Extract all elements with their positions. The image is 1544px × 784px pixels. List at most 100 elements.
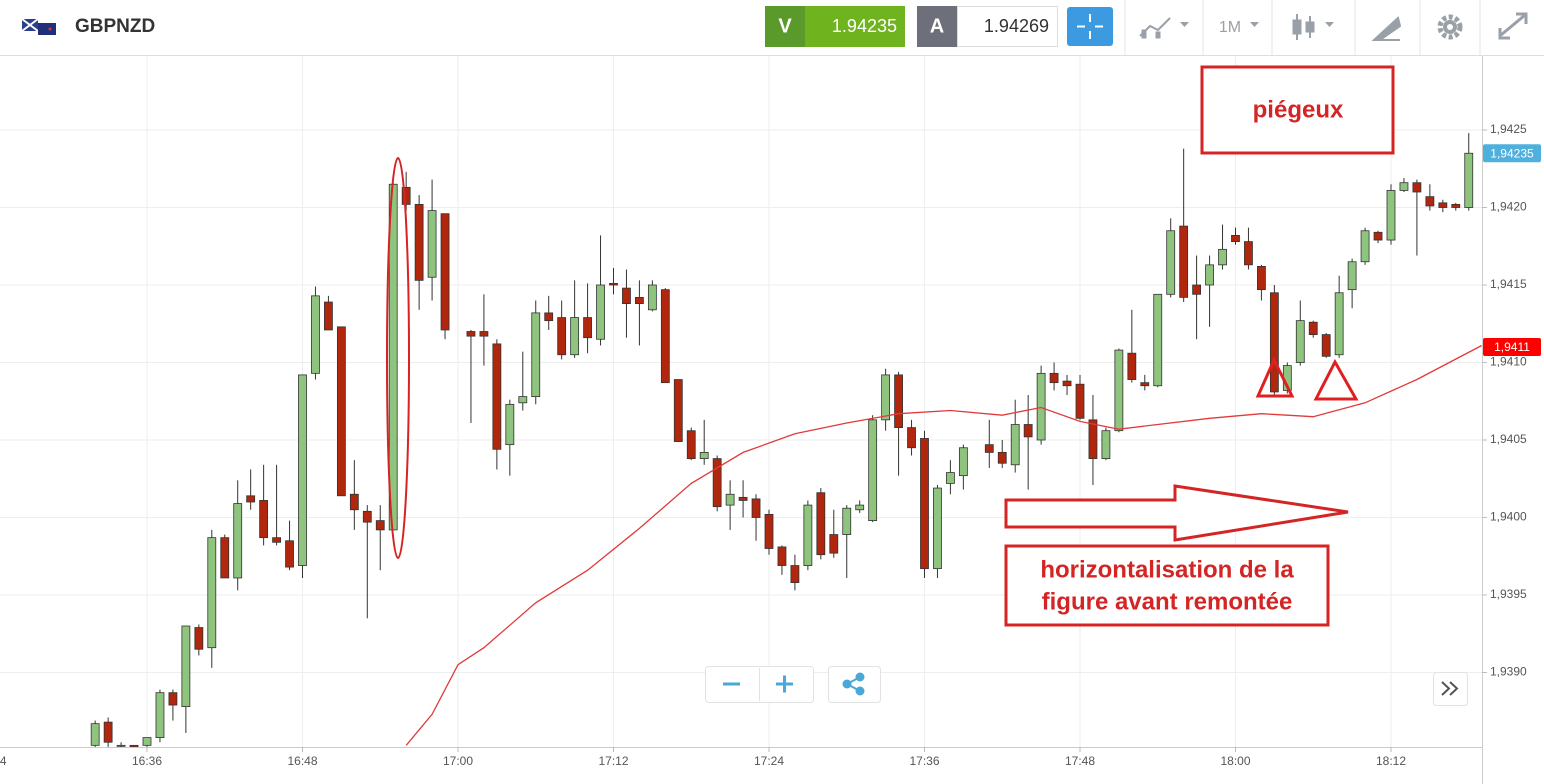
y-tick-label: 1,9395 <box>1490 587 1527 601</box>
candle-body <box>544 312 554 322</box>
symbol: GBPNZD <box>75 16 155 37</box>
flag-icon <box>21 18 56 35</box>
candle-body <box>596 284 605 340</box>
candle-body <box>1347 261 1357 291</box>
share-button[interactable] <box>842 672 865 696</box>
candle-body <box>751 498 761 518</box>
y-tick-label: 1,9420 <box>1490 200 1527 214</box>
candle-body <box>790 565 800 583</box>
draw-button[interactable] <box>1371 16 1402 41</box>
annotations: piégeux horizontalisation de la figure a… <box>386 65 1395 627</box>
candle-body <box>842 507 852 535</box>
candle-body <box>1412 182 1422 193</box>
candle-body <box>1166 230 1176 295</box>
candle-body <box>246 495 256 503</box>
y-tick-label: 1,9425 <box>1490 122 1527 136</box>
y-tick-label: 1,9400 <box>1490 510 1527 524</box>
candle-body <box>1399 182 1409 191</box>
scroll-right-button[interactable] <box>1441 681 1459 696</box>
candle-body <box>90 723 100 746</box>
chart-type-button[interactable] <box>1139 17 1189 39</box>
annotation-box <box>1004 544 1330 627</box>
candle-body <box>362 510 372 523</box>
candle-body <box>583 317 592 339</box>
annotation-text: horizontalisation de la <box>1040 556 1294 583</box>
sell-price: 1.94235 <box>832 16 897 36</box>
candle-body <box>375 520 385 531</box>
candle-body <box>881 374 891 421</box>
annotation-box <box>1200 65 1395 155</box>
candle-body <box>686 430 696 460</box>
candle-body <box>1140 382 1150 387</box>
candle-body <box>505 403 515 446</box>
candle-body <box>946 472 955 484</box>
candle-body <box>181 625 191 707</box>
candle-body <box>1269 292 1279 393</box>
x-tick-label: 16:48 <box>287 754 317 768</box>
candle-body <box>855 504 865 511</box>
candle-body <box>1451 203 1461 208</box>
scroll-box <box>1433 672 1468 706</box>
axes: 1,9390 1,9395 1,9400 1,9405 1,9410 1,9415 1,94… <box>0 56 1541 784</box>
candle-body <box>725 493 735 506</box>
x-tick-label: 16:36 <box>132 754 162 768</box>
candle-body <box>440 213 450 331</box>
x-tick-label: 17:24 <box>754 754 784 768</box>
candle-body <box>894 374 903 428</box>
candle-body <box>1049 372 1059 384</box>
candle-body <box>622 287 631 305</box>
candle-body <box>1308 321 1318 336</box>
y-tick-label: 1,9410 <box>1490 355 1527 369</box>
candle-body <box>920 438 929 570</box>
candle-body <box>194 627 204 650</box>
candle-body <box>635 296 644 304</box>
candle-body <box>336 326 346 497</box>
candle-body <box>1062 380 1072 387</box>
candle-body <box>479 331 489 337</box>
toolbar-separators <box>1124 0 1481 55</box>
settings-button[interactable] <box>1437 14 1463 40</box>
timeframe-caret <box>1250 22 1259 27</box>
highlight-ellipse <box>386 157 410 559</box>
zoom-in-button[interactable] <box>776 675 793 693</box>
price-label-box <box>1483 338 1541 356</box>
x-tick-label: 17:12 <box>598 754 628 768</box>
candle-body <box>272 537 281 543</box>
candle-body <box>764 514 774 549</box>
candle-body <box>466 331 476 337</box>
candle-body <box>868 419 878 522</box>
timeframe[interactable]: 1M <box>1219 19 1241 36</box>
candle-body <box>1464 152 1474 208</box>
triangle-marker <box>1255 356 1295 398</box>
candle-body <box>1257 265 1266 291</box>
buy-label: A <box>930 15 944 37</box>
candle-body <box>492 343 502 450</box>
candle-body <box>816 492 826 556</box>
candle-body <box>1088 419 1098 460</box>
triangle-marker <box>1313 358 1359 401</box>
buy-button[interactable]: A 1.94269 <box>917 6 1058 47</box>
candle-body <box>1334 292 1344 356</box>
y-tick-label: 1,9415 <box>1490 277 1527 291</box>
candle-body <box>1231 234 1240 242</box>
x-tick-label: 16:24 <box>0 754 7 768</box>
candle-body <box>738 496 748 501</box>
candle-body <box>958 447 968 477</box>
candle-body <box>1153 293 1163 387</box>
candle-style-button[interactable] <box>1292 14 1334 40</box>
price-label: 1,9411 <box>1494 340 1530 354</box>
candle-body <box>1244 241 1253 266</box>
candle-body <box>324 301 333 331</box>
candle-body <box>259 500 269 539</box>
sell-button[interactable]: V 1.94235 <box>765 6 905 47</box>
x-tick-label: 17:00 <box>443 754 473 768</box>
annotation-text: piégeux <box>1253 96 1344 123</box>
x-tick-label: 18:00 <box>1220 754 1250 768</box>
price-label-box <box>1483 144 1541 163</box>
candle-body <box>1010 424 1020 466</box>
fullscreen-button[interactable] <box>1498 12 1528 40</box>
candle-body <box>427 210 437 278</box>
crosshair-button[interactable] <box>1067 7 1113 46</box>
candle-body <box>155 692 165 739</box>
